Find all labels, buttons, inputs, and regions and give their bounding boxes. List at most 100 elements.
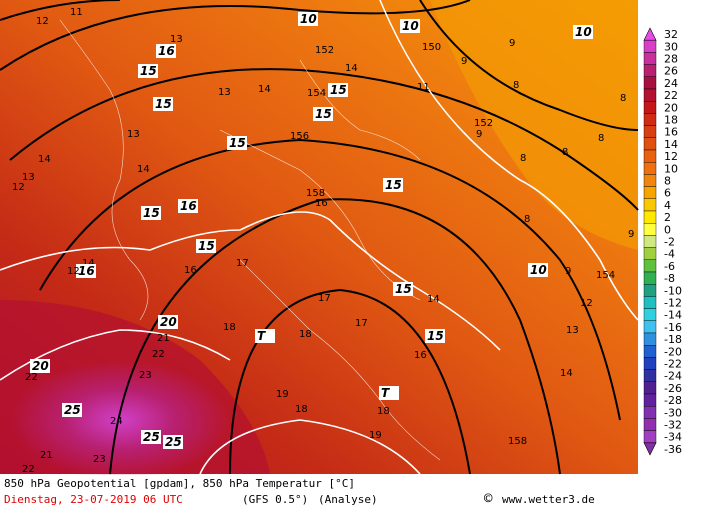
- colorbar-swatch: [643, 418, 657, 431]
- colorbar-swatch: [643, 76, 657, 90]
- contour-label-box: [163, 435, 183, 449]
- contour-label-box: [196, 239, 216, 253]
- colorbar-swatch: [643, 406, 657, 419]
- value-label: 12: [580, 298, 593, 309]
- value-label: 16: [315, 198, 328, 209]
- geopotential-contours: [0, 0, 639, 475]
- value-label: 8: [520, 153, 526, 164]
- colorbar-swatch: [643, 113, 657, 126]
- contour-label: T: [257, 329, 266, 343]
- value-label: 14: [345, 63, 358, 74]
- colorbar-label: -8: [664, 272, 675, 285]
- value-label: 13: [566, 325, 579, 336]
- colorbar-label: -2: [664, 236, 675, 249]
- value-label: 154: [307, 88, 326, 99]
- colorbar-swatch: [643, 210, 657, 224]
- colorbar-swatch: [643, 149, 657, 163]
- value-label: 14: [258, 84, 271, 95]
- colorbar-label: -12: [664, 297, 682, 310]
- value-label: 23: [139, 370, 152, 381]
- contour-label-box: [141, 206, 161, 220]
- value-label: 11: [417, 82, 430, 93]
- contour-label: T: [381, 386, 390, 400]
- value-label: 18: [223, 322, 236, 333]
- colorbar-swatch: [643, 332, 657, 346]
- contour-label-box: [383, 178, 403, 192]
- value-label: 14: [560, 368, 573, 379]
- value-label: 13: [170, 34, 183, 45]
- value-label: 17: [236, 258, 249, 269]
- colorbar-label: -32: [664, 419, 682, 432]
- colorbar-label: 18: [664, 114, 678, 127]
- colorbar-label: -24: [664, 370, 682, 383]
- colorbar-swatch: [643, 52, 657, 65]
- colorbar-label: 12: [664, 150, 678, 163]
- colorbar-swatch: [643, 88, 657, 102]
- contour-label-box: [255, 329, 275, 343]
- value-label: 14: [427, 294, 440, 305]
- value-label: 9: [565, 266, 571, 277]
- contour-label: 15: [395, 282, 412, 296]
- contour-label-box: [573, 25, 593, 39]
- colorbar-label: 10: [664, 162, 678, 175]
- value-label: 158: [306, 188, 325, 199]
- contour-label: 10: [402, 19, 419, 33]
- value-label: 8: [562, 147, 568, 158]
- value-label: 22: [22, 464, 35, 475]
- colorbar-swatch: [643, 320, 657, 334]
- colorbar-swatch: [643, 198, 657, 212]
- colorbar-label: 14: [664, 138, 678, 151]
- colorbar-swatch: [643, 174, 657, 187]
- colorbar-swatch: [643, 381, 657, 395]
- contour-label-box: [425, 329, 445, 343]
- colorbar-label: 2: [664, 211, 671, 224]
- value-label: 19: [276, 389, 289, 400]
- contour-label: 15: [315, 107, 332, 121]
- colorbar-label: 8: [664, 175, 671, 188]
- contour-label-box: [156, 44, 176, 58]
- colorbar-label: -4: [664, 248, 675, 261]
- contour-label-box: [393, 282, 413, 296]
- colorbar: 32302826242220181614121086420-2-4-6-8-10…: [643, 27, 682, 456]
- value-label: 8: [513, 80, 519, 91]
- colorbar-label: 22: [664, 89, 678, 102]
- contour-label-box: [76, 264, 96, 278]
- value-label: 18: [295, 404, 308, 415]
- contour-label: 15: [198, 239, 215, 253]
- contour-label-box: [62, 403, 82, 417]
- warm-zone: [430, 0, 638, 250]
- colorbar-swatch: [643, 345, 657, 358]
- colorbar-swatch: [643, 125, 657, 138]
- colorbar-swatch: [643, 308, 657, 322]
- value-label: 9: [461, 56, 467, 67]
- value-label: 18: [299, 329, 312, 340]
- colorbar-swatch: [643, 137, 657, 151]
- colorbar-label: 26: [664, 65, 678, 78]
- value-label: 17: [318, 293, 331, 304]
- contour-label-box: [227, 136, 247, 150]
- contour-label: 20: [160, 315, 177, 329]
- footer-copyright: ©: [484, 491, 493, 507]
- colorbar-label: -6: [664, 260, 675, 273]
- colorbar-label: 28: [664, 53, 678, 66]
- colorbar-swatch: [643, 296, 657, 309]
- colorbar-label: 24: [664, 77, 678, 90]
- colorbar-label: 4: [664, 199, 671, 212]
- contour-label-box: [313, 107, 333, 121]
- colorbar-label: 32: [664, 28, 678, 41]
- colorbar-label: -28: [664, 394, 682, 407]
- contour-label-box: [178, 199, 198, 213]
- contour-label: 10: [300, 12, 317, 26]
- contour-label: 10: [530, 263, 547, 277]
- contour-label: 20: [32, 359, 49, 373]
- contour-label: 25: [165, 435, 182, 449]
- footer-bg: [0, 475, 638, 513]
- colorbar-swatch: [643, 430, 657, 444]
- contour-label-box: [528, 263, 548, 277]
- value-label: 158: [508, 436, 527, 447]
- contour-label-box: [141, 430, 161, 444]
- colorbar-swatch: [643, 64, 657, 77]
- colorbar-swatch: [643, 222, 657, 236]
- contour-label: 15: [229, 136, 246, 150]
- colorbar-swatch: [643, 357, 657, 370]
